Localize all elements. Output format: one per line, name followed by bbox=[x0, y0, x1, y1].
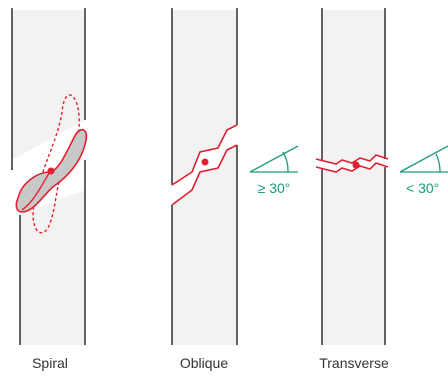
caption-oblique: Oblique bbox=[180, 355, 228, 371]
oblique-fracture-line-lower bbox=[171, 144, 238, 206]
transverse-angle-ray bbox=[399, 145, 448, 173]
caption-transverse: Transverse bbox=[319, 355, 389, 371]
spiral-fracture-group: Spiral bbox=[11, 8, 88, 371]
transverse-angle-arc bbox=[435, 153, 441, 173]
spiral-bone-lower bbox=[20, 190, 85, 345]
oblique-angle-label: ≥ 30° bbox=[258, 180, 291, 196]
oblique-center-point bbox=[201, 158, 209, 166]
spiral-center-point bbox=[47, 167, 55, 175]
transverse-bone-upper bbox=[322, 10, 385, 164]
oblique-angle-ray bbox=[249, 145, 299, 173]
transverse-angle-indicator: < 30° bbox=[399, 145, 448, 196]
oblique-fracture-line-upper bbox=[171, 124, 238, 186]
transverse-angle-label: < 30° bbox=[406, 180, 439, 196]
oblique-bone-lower bbox=[172, 145, 237, 345]
transverse-fracture-group: < 30° Transverse bbox=[315, 8, 448, 371]
spiral-bone-upper bbox=[12, 10, 85, 160]
oblique-angle-arc bbox=[282, 151, 289, 173]
caption-spiral: Spiral bbox=[32, 355, 68, 371]
transverse-center-point bbox=[352, 161, 360, 169]
transverse-fracture-line-upper bbox=[315, 154, 389, 165]
spiral-displaced-outline bbox=[32, 94, 80, 234]
transverse-bone-lower bbox=[322, 163, 385, 345]
oblique-fracture-group: ≥ 30° Oblique bbox=[171, 8, 299, 371]
spiral-crack-line bbox=[21, 171, 51, 211]
oblique-angle-indicator: ≥ 30° bbox=[249, 145, 299, 196]
